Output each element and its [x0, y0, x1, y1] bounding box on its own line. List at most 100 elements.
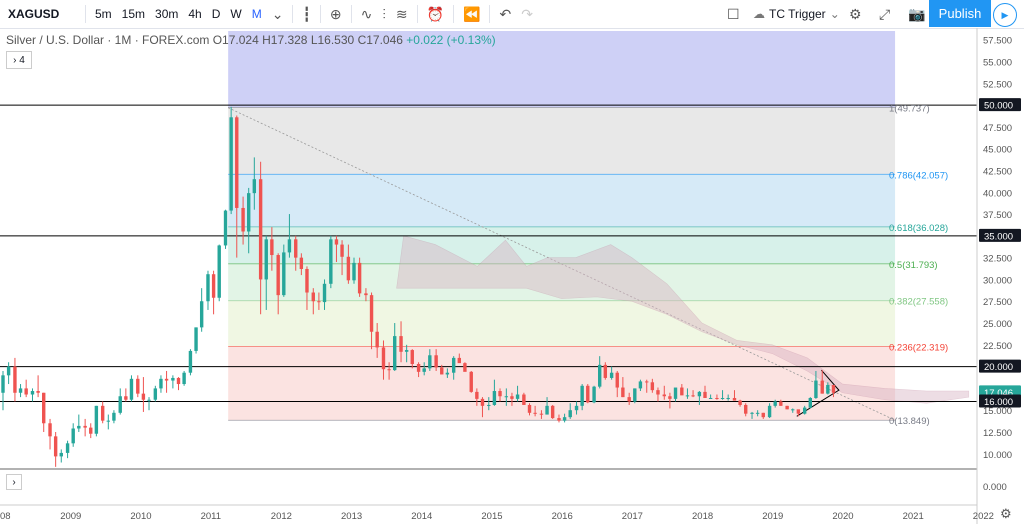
y-tick-label: 22.500 — [983, 341, 1012, 352]
y-tick-label: 15.000 — [983, 406, 1012, 417]
candle-body — [750, 412, 754, 414]
y-tick-label: 57.500 — [983, 36, 1012, 47]
candle-body — [153, 388, 158, 400]
candle-body — [13, 366, 17, 393]
candle-body — [53, 436, 58, 457]
candle-body — [159, 378, 163, 389]
candle-body — [375, 331, 379, 348]
interval-5m[interactable]: 5m — [95, 7, 112, 21]
candles-icon[interactable]: ┇ — [302, 5, 311, 22]
fib-label: 1(49.737) — [889, 103, 930, 114]
settings-icon[interactable]: ⚙ — [1000, 506, 1012, 521]
candle-body — [691, 395, 695, 397]
legend-close: C17.046 — [357, 33, 403, 47]
interval-30m[interactable]: 30m — [155, 7, 179, 21]
y-tick-label: 25.000 — [983, 319, 1012, 330]
candle-body — [241, 207, 245, 232]
candle-body — [252, 179, 257, 194]
fib-band — [228, 300, 896, 347]
candle-body — [89, 427, 93, 434]
tc-trigger-button[interactable]: ☁ TC Trigger ⌄ — [748, 0, 845, 28]
candle-body — [24, 388, 28, 395]
candle-body — [129, 378, 134, 400]
candle-body — [71, 428, 75, 444]
collapse-indicators-button[interactable]: › 4 — [6, 51, 32, 69]
candle-body — [645, 381, 649, 383]
candle-body — [100, 405, 105, 421]
candle-body — [264, 239, 268, 280]
candle-body — [814, 380, 818, 398]
candle-body — [112, 412, 116, 421]
candle-body — [463, 363, 467, 372]
interval-15m[interactable]: 15m — [121, 7, 146, 21]
y-tick-label: 12.500 — [983, 428, 1012, 439]
candle-body — [738, 400, 742, 405]
candle-body — [451, 357, 456, 373]
play-icon[interactable]: ▶ — [993, 3, 1017, 27]
interval-m[interactable]: M — [251, 7, 262, 21]
candles — [1, 106, 836, 467]
candle-body — [188, 350, 193, 373]
redo-icon[interactable]: ↷ — [521, 5, 533, 22]
interval-d[interactable]: D — [211, 7, 221, 21]
chevron-down-icon[interactable]: ⌄ — [271, 5, 284, 22]
candle-body — [1, 375, 5, 393]
time-axis: 08 2009 2010 2011 2012 2013 2014 2015 2016 2017 20… — [0, 504, 994, 522]
candle-body — [627, 397, 631, 402]
toolbar-divider — [319, 5, 321, 23]
x-tick-label: 2013 — [341, 511, 362, 522]
price-badge-label: 35.000 — [984, 231, 1013, 242]
fibonacci-bands — [227, 31, 896, 421]
camera-icon[interactable]: 📷 — [908, 5, 926, 22]
candle-body — [680, 387, 684, 396]
x-tick-label: 2020 — [832, 511, 853, 522]
candle-body — [557, 418, 561, 421]
candle-body — [550, 405, 555, 419]
alert-clock-icon[interactable]: ⏰ — [426, 5, 445, 22]
symbol-search[interactable]: XAGUSD — [8, 7, 60, 21]
candle-body — [334, 239, 339, 245]
candle-body — [176, 377, 181, 385]
candle-body — [182, 372, 186, 385]
candle-body — [662, 394, 666, 397]
candle-body — [767, 405, 772, 418]
candle-body — [164, 378, 169, 381]
candle-body — [744, 404, 748, 414]
fib-label: 0.236(22.319) — [889, 342, 948, 353]
candle-body — [638, 381, 643, 389]
publish-button[interactable]: Publish — [929, 0, 991, 27]
candle-body — [317, 301, 321, 303]
layout-square-icon[interactable]: ☐ — [727, 5, 740, 22]
y-tick-label: 27.500 — [983, 297, 1012, 308]
candle-body — [171, 377, 175, 381]
price-badge-label: 16.000 — [984, 397, 1013, 408]
fibonacci-labels: 1(49.737) 0.786(42.057) 0.618(36.028) 0.5(3… — [889, 103, 948, 427]
toolbar-divider — [453, 5, 455, 23]
legend-open: O17.024 — [212, 33, 259, 47]
candle-body — [147, 399, 151, 401]
undo-icon[interactable]: ↶ — [499, 5, 512, 22]
cloud-icon: ☁ — [753, 7, 765, 21]
candle-body — [533, 412, 537, 414]
templates-icon[interactable]: ≋ — [395, 5, 408, 22]
expand-pane-button[interactable]: › — [6, 474, 22, 490]
add-indicator-icon[interactable]: ⊕ — [329, 5, 342, 22]
fib-trendline — [227, 107, 896, 421]
candle-body — [6, 366, 11, 376]
candle-body — [820, 380, 824, 394]
compare-icon[interactable]: ∿ — [360, 5, 373, 22]
indicators-icon[interactable]: ⫶ — [382, 5, 386, 22]
candle-body — [475, 391, 479, 399]
fullscreen-icon[interactable]: ⤢ — [879, 5, 891, 22]
replay-icon[interactable]: ⏪ — [463, 5, 481, 22]
candle-body — [826, 384, 830, 394]
interval-w[interactable]: W — [230, 7, 242, 21]
interval-4h[interactable]: 4h — [188, 7, 202, 21]
candle-body — [381, 347, 386, 370]
x-tick-label: 2022 — [973, 511, 994, 522]
gear-icon[interactable]: ⚙ — [849, 5, 862, 22]
y-tick-label: 45.000 — [983, 145, 1012, 156]
candle-body — [708, 397, 713, 399]
